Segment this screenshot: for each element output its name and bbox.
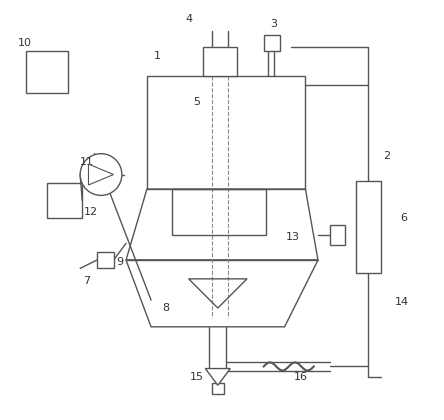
Text: 2: 2 — [383, 151, 390, 161]
Bar — [264, 35, 281, 52]
Text: 8: 8 — [162, 303, 169, 313]
Text: 5: 5 — [194, 97, 201, 107]
Text: 3: 3 — [271, 19, 278, 29]
Text: 16: 16 — [294, 372, 308, 382]
Polygon shape — [126, 260, 318, 327]
Polygon shape — [126, 189, 318, 260]
Polygon shape — [205, 368, 230, 385]
Bar — [212, 383, 224, 394]
Text: 1: 1 — [154, 51, 161, 60]
Text: 14: 14 — [394, 297, 408, 307]
Text: 9: 9 — [116, 257, 123, 267]
Text: 15: 15 — [190, 372, 204, 382]
Text: 11: 11 — [79, 157, 93, 167]
Text: 4: 4 — [185, 14, 192, 24]
Bar — [147, 76, 305, 189]
Bar — [356, 181, 381, 273]
Bar — [172, 189, 266, 235]
Text: 10: 10 — [18, 38, 32, 48]
Text: 13: 13 — [286, 232, 300, 242]
Bar — [26, 52, 67, 93]
Text: 7: 7 — [83, 276, 90, 286]
Bar — [330, 225, 345, 245]
Bar — [47, 183, 82, 218]
Circle shape — [80, 154, 122, 195]
Text: 12: 12 — [83, 207, 98, 217]
Bar — [97, 252, 114, 268]
Text: 6: 6 — [400, 213, 407, 223]
Bar — [203, 47, 237, 76]
